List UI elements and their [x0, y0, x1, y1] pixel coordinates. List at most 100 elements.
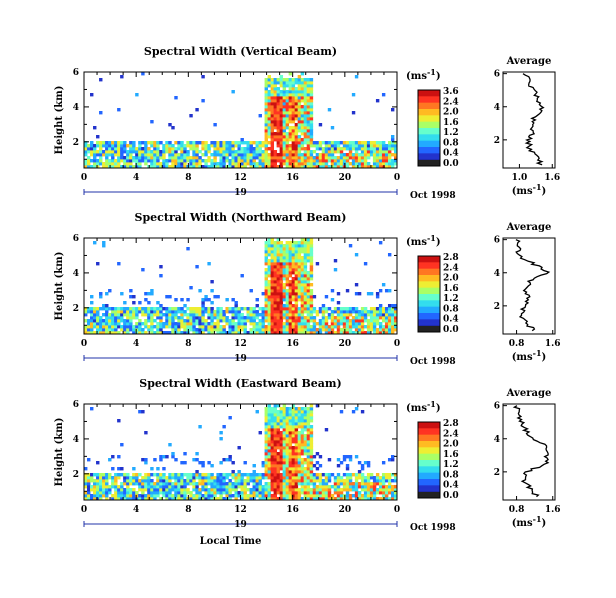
heatmap-cell — [282, 416, 287, 420]
heatmap-cell — [294, 150, 299, 154]
heatmap-cell — [150, 485, 154, 489]
heatmap-cell — [267, 289, 271, 293]
heatmap-cell — [372, 479, 377, 483]
heatmap-cell — [279, 129, 284, 133]
heatmap-cell — [291, 250, 296, 254]
heatmap-cell — [279, 298, 284, 302]
heatmap-cell — [315, 153, 320, 157]
heatmap-cell — [177, 325, 181, 329]
heatmap-cell — [96, 479, 100, 483]
heatmap-cell — [336, 319, 341, 323]
heatmap-cell — [210, 322, 214, 326]
heatmap-cell — [150, 144, 154, 148]
heatmap-cell — [243, 494, 247, 498]
heatmap-cell — [288, 120, 293, 124]
heatmap-cell — [282, 84, 287, 88]
heatmap-cell — [294, 316, 299, 320]
heatmap-cell — [366, 313, 371, 317]
heatmap-cell — [228, 328, 232, 332]
heatmap-cell — [225, 159, 229, 163]
heatmap-cell — [375, 322, 380, 326]
heatmap-cell — [300, 117, 305, 121]
heatmap-cell — [129, 141, 133, 145]
heatmap-cell — [285, 144, 290, 148]
heatmap-cell — [222, 331, 226, 335]
colorbar-strip — [418, 310, 440, 314]
heatmap-cell — [333, 147, 338, 151]
heatmap-cell — [273, 114, 278, 118]
heatmap-cell — [285, 108, 290, 112]
heatmap-cell — [159, 304, 163, 308]
heatmap-cell — [303, 138, 308, 142]
heatmap-cell — [387, 307, 392, 311]
heatmap-cell — [306, 467, 311, 471]
heatmap-cell — [327, 316, 332, 320]
heatmap-cell — [297, 461, 302, 465]
heatmap-cell — [168, 123, 172, 127]
heatmap-cell — [120, 443, 124, 447]
heatmap-cell — [93, 165, 97, 169]
heatmap-cell — [198, 482, 202, 486]
heatmap-cell — [294, 132, 299, 136]
heatmap-cell — [354, 310, 359, 314]
heatmap-cell — [168, 310, 172, 314]
heatmap-cell — [366, 325, 371, 329]
heatmap-cell — [162, 491, 166, 495]
heatmap-cell — [204, 479, 208, 483]
heatmap-cell — [144, 150, 148, 154]
heatmap-cell — [294, 153, 299, 157]
heatmap-cell — [381, 162, 386, 166]
heatmap-cell — [105, 159, 109, 163]
heatmap-cell — [129, 307, 133, 311]
heatmap-cell — [267, 476, 271, 480]
heatmap-cell — [123, 319, 127, 323]
heatmap-cell — [234, 156, 238, 160]
heatmap-cell — [279, 268, 284, 272]
heatmap-cell — [156, 316, 160, 320]
y-tick-label: 2 — [73, 470, 79, 480]
heatmap-cell — [273, 422, 278, 426]
heatmap-cell — [180, 331, 184, 335]
heatmap-cell — [294, 250, 299, 254]
heatmap-cell — [252, 322, 256, 326]
heatmap-cell — [285, 331, 290, 335]
heatmap-cell — [282, 476, 287, 480]
heatmap-cell — [315, 461, 320, 465]
heatmap-cell — [303, 114, 308, 118]
heatmap-cell — [378, 485, 383, 489]
heatmap-cell — [177, 491, 181, 495]
heatmap-cell — [207, 482, 211, 486]
heatmap-cell — [102, 144, 106, 148]
heatmap-cell — [129, 479, 133, 483]
heatmap-cell — [195, 494, 199, 498]
heatmap-cell — [93, 482, 97, 486]
heatmap-cell — [114, 162, 118, 166]
heatmap-cell — [276, 165, 281, 169]
heatmap-cell — [222, 497, 226, 501]
heatmap-cell — [306, 410, 311, 414]
heatmap-cell — [279, 422, 284, 426]
heatmap-cell — [306, 250, 311, 254]
heatmap-cell — [273, 491, 278, 495]
heatmap-cell — [282, 325, 287, 329]
heatmap-cell — [288, 298, 293, 302]
heatmap-cell — [306, 476, 311, 480]
heatmap-cell — [126, 159, 130, 163]
heatmap-cell — [255, 328, 259, 332]
heatmap-cell — [357, 153, 362, 157]
heatmap-cell — [264, 138, 268, 142]
colorbar-strip — [418, 132, 440, 135]
heatmap-cell — [288, 90, 293, 94]
heatmap-cell — [309, 449, 314, 453]
heatmap-cell — [354, 331, 359, 335]
heatmap-cell — [237, 319, 241, 323]
heatmap-cell — [150, 153, 154, 157]
heatmap-cell — [279, 449, 284, 453]
heatmap-cell — [288, 437, 293, 441]
heatmap-cell — [126, 473, 130, 477]
heatmap-cell — [276, 153, 281, 157]
heatmap-cell — [372, 159, 377, 163]
heatmap-cell — [309, 277, 314, 281]
heatmap-cell — [270, 313, 275, 317]
heatmap-cell — [297, 144, 302, 148]
